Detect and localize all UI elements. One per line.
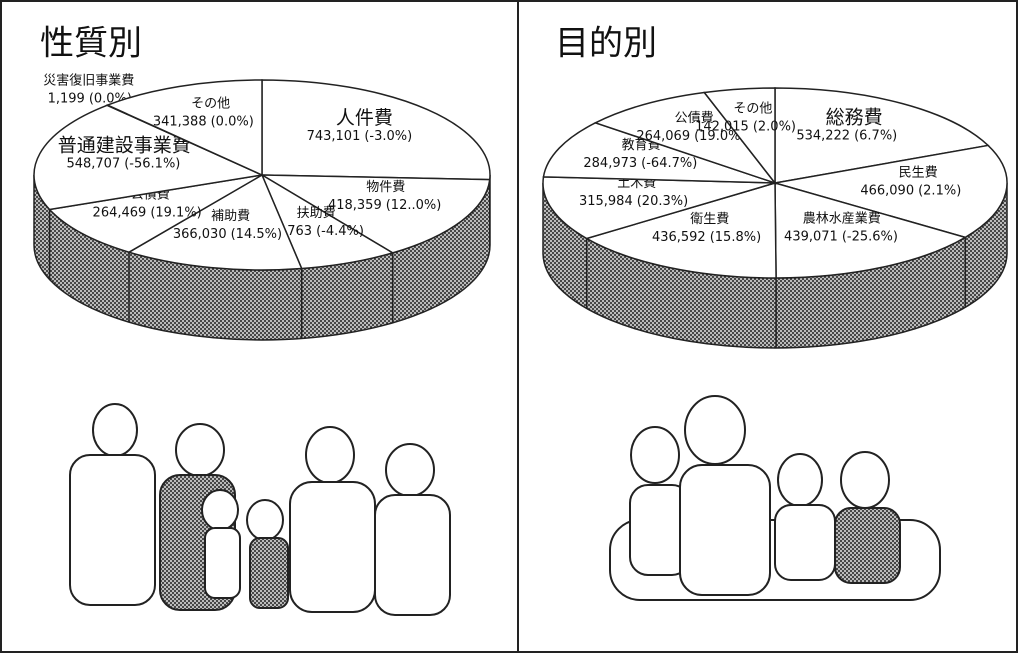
- value-label: 534,222: [796, 128, 850, 143]
- change-label: (-25.6%): [842, 230, 898, 245]
- slice-name: 人件費: [336, 107, 393, 129]
- change-label: (19.1%): [150, 206, 201, 221]
- change-label: (0.0%): [211, 115, 254, 130]
- value-label: 366,030: [173, 227, 227, 242]
- value-label: 142,015: [695, 119, 749, 134]
- slice-name: 民生費: [899, 165, 938, 180]
- change-label: (20.3%): [637, 194, 688, 209]
- value-label: 548,707: [66, 156, 120, 171]
- slice-name: 扶助費: [297, 206, 336, 221]
- value-label: 436,592: [652, 230, 706, 245]
- slice-name: 農林水産業費: [803, 211, 881, 227]
- slice-name: 総務費: [826, 106, 883, 128]
- value-label: 743,101: [307, 129, 361, 144]
- value-label: 264,469: [93, 206, 147, 221]
- change-label: (15.8%): [710, 230, 761, 245]
- change-label: (14.5%): [231, 227, 282, 242]
- change-label: (-64.7%): [641, 156, 697, 171]
- change-label: (12..0%): [386, 198, 442, 213]
- value-label: 315,984: [579, 194, 633, 209]
- slice-name: 補助費: [211, 209, 250, 224]
- value-label: 439,071: [784, 230, 838, 245]
- slice-name: 災害復旧事業費: [43, 72, 134, 88]
- change-label: (2.0%): [753, 119, 796, 134]
- change-label: (-56.1%): [124, 156, 180, 171]
- value-label: 284,973: [583, 156, 637, 171]
- page: 性質別 目的別 人件費743,101(-3.0%) 物件費 418,359 (12..…: [0, 0, 1018, 653]
- slice-name: 物件費: [366, 180, 405, 195]
- slice-name: その他: [191, 97, 230, 112]
- change-label: (6.7%): [854, 128, 897, 143]
- slice-name: その他: [733, 101, 772, 116]
- chart-title: 目的別: [555, 24, 657, 64]
- value-label: 341,388: [153, 115, 207, 130]
- slice-name: 普通建設事業費: [58, 134, 191, 156]
- slice-name: 衛生費: [690, 212, 729, 227]
- change-label: (2.1%): [918, 183, 961, 198]
- value-label: 418,359: [328, 198, 382, 213]
- value-label: 1,199: [48, 91, 85, 106]
- chart-title: 性質別: [40, 24, 142, 64]
- change-label: (-4.4%): [316, 224, 364, 239]
- value-label: 264,069: [636, 129, 690, 144]
- value-label: 466,090: [860, 183, 914, 198]
- change-label: (-3.0%): [364, 129, 412, 144]
